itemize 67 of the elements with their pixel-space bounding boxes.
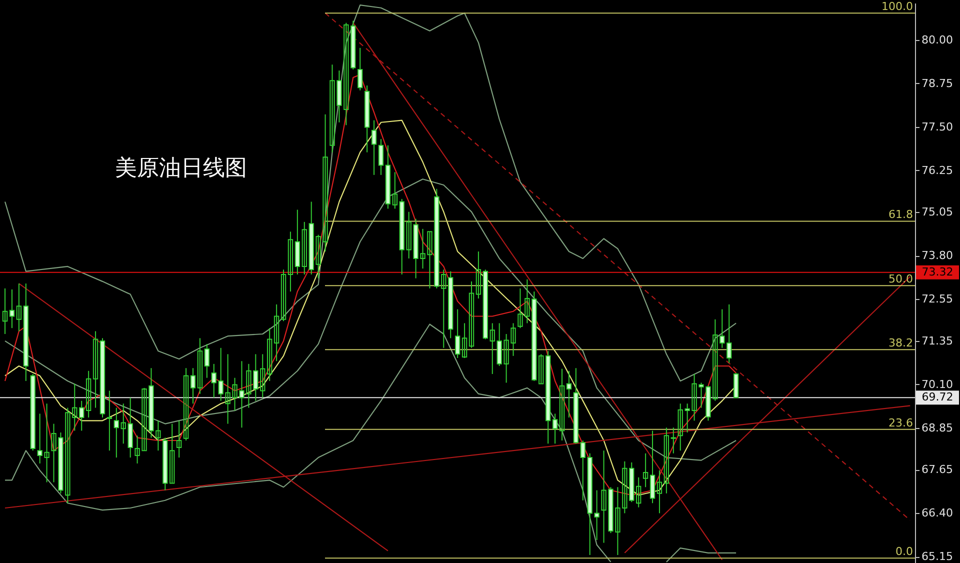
- y-tick-label: 68.85: [922, 421, 953, 434]
- line-series: [4, 178, 737, 461]
- candlestick: [490, 322, 495, 375]
- candlestick: [726, 304, 732, 364]
- candlestick: [476, 251, 482, 299]
- candlestick: [274, 304, 280, 362]
- text: 美原油日线图: [115, 156, 247, 181]
- candlestick: [302, 221, 307, 275]
- candlestick: [650, 430, 656, 504]
- candlestick: [642, 452, 648, 488]
- candlestick: [204, 344, 210, 378]
- annotation: 38.2: [888, 336, 913, 350]
- candlestick: [636, 476, 642, 508]
- y-tick-label: 66.40: [922, 506, 953, 520]
- y-tick-label: 65.15: [922, 550, 953, 563]
- ref-line-label: 73.32: [922, 265, 954, 278]
- candlestick: [670, 427, 676, 454]
- candlestick: [566, 370, 572, 418]
- candlestick: [260, 354, 266, 398]
- y-tick-label: 75.05: [922, 206, 953, 219]
- candlestick: [656, 470, 662, 514]
- y-tick-label: 71.35: [922, 334, 953, 348]
- candlestick: [16, 283, 22, 332]
- candlestick: [462, 322, 468, 359]
- candlestick: [371, 120, 377, 176]
- y-tick-label: 73.80: [922, 249, 953, 262]
- candlestick: [538, 354, 544, 384]
- ref-line-label: 69.72: [922, 390, 954, 404]
- candlestick: [266, 328, 272, 382]
- candlestick: [86, 370, 92, 418]
- candlestick: [468, 280, 474, 348]
- y-tick-label: 78.75: [922, 76, 953, 90]
- candlestick: [580, 440, 586, 501]
- candlestick: [92, 330, 98, 408]
- candlestick: [559, 368, 565, 441]
- candlestick: [211, 363, 216, 398]
- candlestick: [114, 407, 119, 458]
- candlestick: [552, 413, 558, 444]
- y-tick-label: 70.10: [922, 378, 953, 391]
- candlestick: [2, 288, 8, 334]
- candlestick: [280, 269, 286, 322]
- annotation: 23.6: [888, 416, 913, 430]
- candlestick: [664, 427, 670, 494]
- y-tick-label: 67.65: [922, 463, 953, 476]
- line-series: [4, 324, 612, 563]
- candlestick: [176, 420, 182, 458]
- candlestick: [197, 338, 203, 394]
- candlestick: [288, 231, 294, 292]
- y-tick-label: 76.25: [922, 164, 953, 177]
- candlestick: [190, 368, 196, 404]
- annotation: 61.8: [888, 208, 913, 222]
- y-tick-label: 72.55: [922, 292, 953, 306]
- annotation: 100.0: [882, 0, 913, 14]
- candlestick: [9, 288, 15, 329]
- candlestick: [106, 390, 112, 452]
- candlestick: [170, 423, 175, 484]
- line-series: [4, 4, 737, 382]
- y-tick-label: 77.50: [922, 120, 953, 134]
- candlestick: [79, 400, 84, 432]
- candlestick: [358, 47, 363, 91]
- candlestick: [454, 308, 460, 359]
- candlestick: [378, 138, 384, 176]
- candlestick: [183, 368, 189, 441]
- y-tick-label: 80.00: [922, 33, 953, 46]
- candlestick: [733, 372, 739, 398]
- candlestick: [392, 172, 398, 210]
- annotation: 0.0: [896, 545, 913, 558]
